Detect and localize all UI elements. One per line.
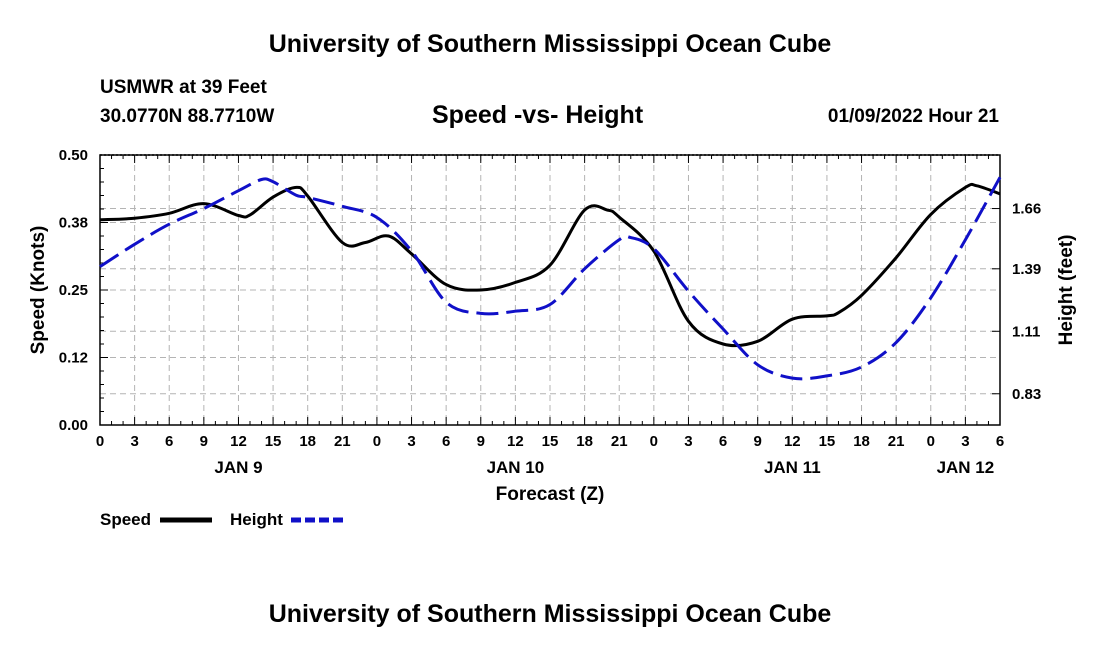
x-tick-label: 0 [650,433,658,450]
x-tick-label: 6 [719,433,727,450]
station-label: USMWR at 39 Feet [100,77,267,98]
y2-tick-label: 0.83 [1012,386,1041,403]
legend: Speed Height [100,510,343,529]
x-tick-label: 9 [200,433,208,450]
x-tick-label: 12 [784,433,801,450]
grid-lines [100,154,1000,425]
x-tick-label: 0 [96,433,104,450]
x-tick-label: 6 [996,433,1004,450]
x-tick-label: 12 [507,433,524,450]
x-tick-label: 12 [230,433,247,450]
day-label: JAN 9 [214,458,262,477]
y-axis-title: Speed (Knots) [28,226,49,355]
x-tick-label: 6 [165,433,173,450]
x-tick-label: 3 [684,433,692,450]
axis-labels: 0 3 6 9 12 15 18 21 0 3 6 9 12 15 18 21 0 3 6 9 12 15 18 21 0 3 6J… [59,147,1041,477]
legend-height-label: Height [230,510,283,529]
x-tick-label: 18 [576,433,593,450]
x-tick-label: 0 [373,433,381,450]
x-tick-label: 21 [888,433,905,450]
x-tick-label: 3 [130,433,138,450]
x-tick-label: 9 [477,433,485,450]
x-axis-title: Forecast (Z) [496,484,605,505]
speed-series-line [99,182,1001,348]
x-tick-label: 18 [853,433,870,450]
x-tick-label: 3 [961,433,969,450]
x-tick-label: 15 [542,433,559,450]
legend-speed-label: Speed [100,510,151,529]
day-label: JAN 11 [764,458,821,477]
y2-tick-label: 1.11 [1012,323,1040,340]
main-title: University of Southern Mississippi Ocean… [268,30,832,58]
x-tick-label: 21 [611,433,628,450]
footer-title: University of Southern Mississippi Ocean… [268,600,832,628]
y-tick-label: 0.00 [59,417,88,434]
x-tick-label: 15 [819,433,836,450]
day-label: JAN 10 [487,458,545,477]
day-label: JAN 12 [937,458,995,477]
y-tick-label: 0.12 [59,350,88,367]
axis-ticks [99,154,1001,426]
x-tick-label: 9 [754,433,762,450]
x-tick-label: 6 [442,433,450,450]
height-series-line [99,176,1002,381]
x-tick-label: 0 [927,433,935,450]
coordinates-label: 30.0770N 88.7710W [100,106,275,127]
y-tick-label: 0.38 [59,215,88,232]
y2-tick-label: 1.66 [1012,201,1041,218]
series-lines [99,176,1002,381]
x-tick-label: 3 [407,433,415,450]
y2-tick-label: 1.39 [1012,261,1041,278]
y-tick-label: 0.25 [59,282,88,299]
x-tick-label: 21 [334,433,351,450]
forecast-datetime: 01/09/2022 Hour 21 [827,106,999,127]
speed-height-chart: 0 3 6 9 12 15 18 21 0 3 6 9 12 15 18 21 0 3 6 9 12 15 18 21 0 3 6J… [28,147,1077,529]
y2-axis-title: Height (feet) [1056,235,1077,346]
x-tick-label: 15 [265,433,282,450]
y-tick-label: 0.50 [59,147,88,164]
x-tick-label: 18 [299,433,316,450]
chart-title: Speed -vs- Height [432,101,644,129]
